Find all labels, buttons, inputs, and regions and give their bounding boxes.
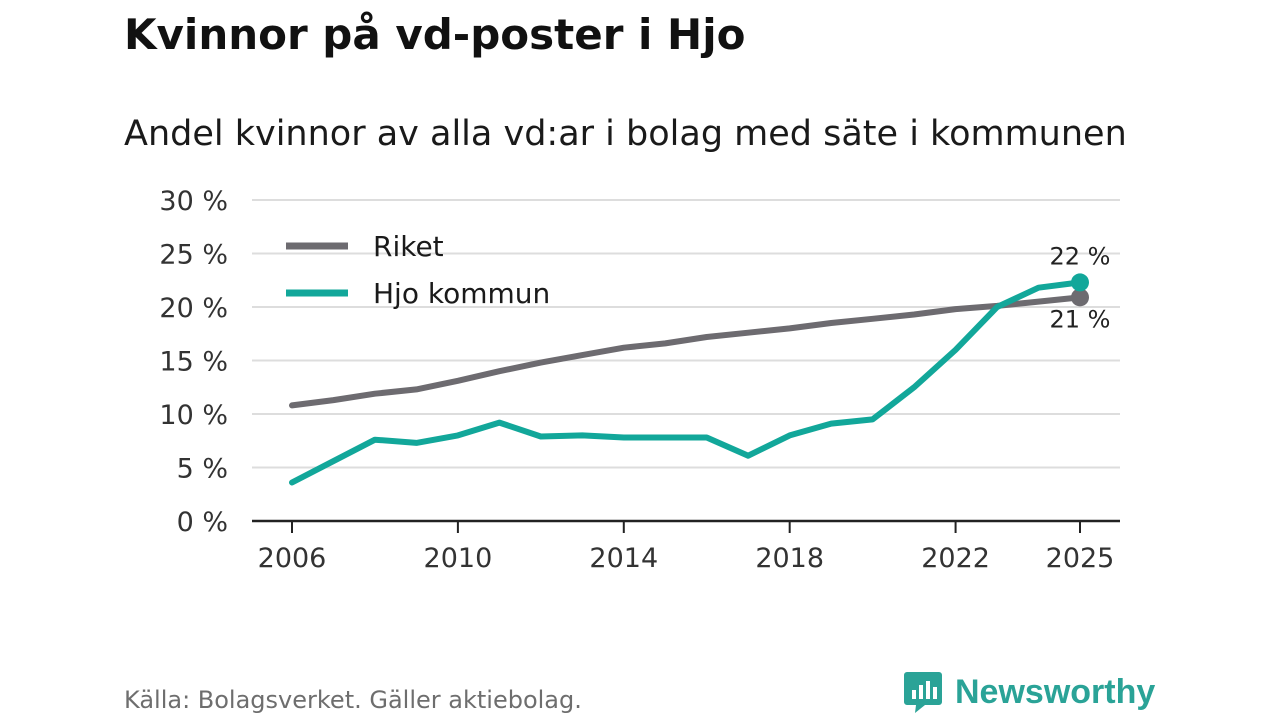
- bar-chart-speech-bubble-icon: [904, 672, 942, 713]
- end-point-riket: [1071, 288, 1089, 307]
- y-tick-label: 30 %: [159, 186, 228, 217]
- y-tick-label: 10 %: [159, 400, 228, 431]
- series-line-riket: [289, 294, 1083, 409]
- x-tick-label: 2022: [921, 543, 990, 574]
- end-label-hjo-kommun: 22 %: [1050, 242, 1111, 270]
- end-label-riket: 21 %: [1050, 305, 1111, 333]
- x-tick-label: 2025: [1046, 543, 1115, 574]
- x-tick-label: 2010: [424, 543, 493, 574]
- y-tick-label: 25 %: [159, 240, 228, 271]
- x-tick-label: 2006: [258, 543, 327, 574]
- y-tick-label: 0 %: [177, 507, 228, 538]
- end-point-hjo-kommun: [1071, 273, 1089, 292]
- brand-name: Newsworthy: [955, 672, 1156, 711]
- y-tick-label: 20 %: [159, 293, 228, 324]
- x-axis: 2006 2010 2014 2018 2022 2025: [252, 519, 1120, 574]
- legend: Riket Hjo kommun: [286, 230, 550, 310]
- chart-title: Kvinnor på vd-poster i Hjo: [124, 10, 746, 59]
- y-tick-label: 15 %: [159, 347, 228, 378]
- y-tick-label: 5 %: [177, 454, 228, 485]
- x-tick-label: 2018: [755, 543, 824, 574]
- series-line-hjo-kommun: [289, 279, 1083, 486]
- y-axis-tick-labels: 0 % 5 % 10 % 15 % 20 % 25 % 30 %: [159, 186, 228, 538]
- legend-label-hjo-kommun: Hjo kommun: [373, 277, 550, 310]
- series-lines: [289, 273, 1089, 486]
- source-note: Källa: Bolagsverket. Gäller aktiebolag.: [124, 686, 582, 714]
- line-chart: 0 %5 %10 %15 %20 %25 %30 % 2006 2010 2014 2…: [159, 186, 1120, 574]
- legend-label-riket: Riket: [373, 230, 444, 263]
- end-labels: 22 % 21 %: [1050, 242, 1111, 333]
- x-tick-label: 2014: [589, 543, 658, 574]
- brand: Newsworthy: [903, 670, 1155, 714]
- chart-subtitle: Andel kvinnor av alla vd:ar i bolag med …: [124, 114, 1127, 154]
